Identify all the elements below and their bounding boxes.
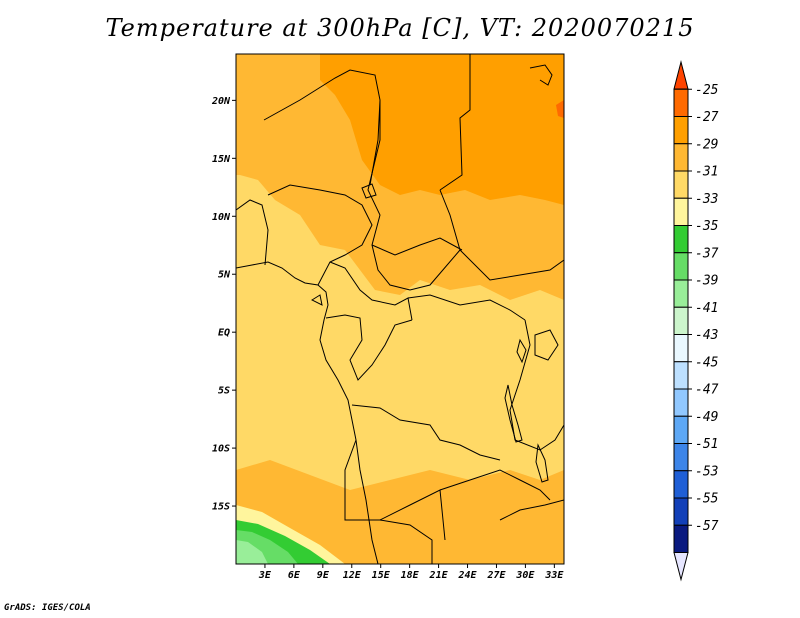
- grads-credit: GrADS: IGES/COLA: [4, 603, 91, 613]
- colorbar-swatch: [673, 143, 689, 172]
- colorbar-label: -49: [695, 410, 718, 425]
- colorbar-label: -35: [695, 219, 719, 234]
- x-tick-label: 33E: [544, 570, 564, 581]
- colorbar-swatch: [673, 252, 689, 281]
- y-tick-label: 5S: [218, 386, 230, 397]
- colorbar-swatch: [673, 334, 689, 363]
- field-band-31-south: [236, 460, 564, 564]
- x-tick-label: 15E: [372, 570, 391, 581]
- border-east-africa: [509, 319, 564, 451]
- border-niger-algeria: [263, 69, 381, 186]
- lake-victoria: [534, 329, 559, 361]
- border-car: [371, 237, 463, 256]
- lake-tanganyika: [504, 384, 523, 443]
- colorbar-label: -33: [695, 192, 718, 207]
- colorbar: -25 -27 -29 -31 -33 -35 -37 -39 -41 -43 -45 -47 -49 -…: [673, 60, 719, 582]
- x-tick-label: 18E: [401, 570, 420, 581]
- colorbar-swatch: [673, 361, 689, 390]
- colorbar-label: -31: [695, 165, 718, 180]
- colorbar-label: -57: [695, 519, 719, 534]
- border-west-sahel: [236, 199, 269, 266]
- field-band-31-west: [236, 54, 262, 95]
- y-tick-label: 15S: [212, 502, 230, 513]
- border-libya-egypt: [439, 54, 471, 191]
- colorbar-swatch: [673, 470, 689, 499]
- border-namibia-botswana: [379, 519, 433, 564]
- colorbar-top-triangle: [673, 60, 689, 90]
- x-tick-label: 6E: [288, 570, 301, 581]
- x-tick-label: 9E: [317, 570, 330, 581]
- border-chad: [367, 100, 461, 291]
- colorbar-swatch: [673, 225, 689, 254]
- border-nigeria: [267, 184, 373, 286]
- colorbar-label: -41: [695, 301, 718, 316]
- x-tick-label: 27E: [486, 570, 506, 581]
- map-frame: [235, 53, 565, 565]
- colorbar-label: -37: [695, 246, 719, 261]
- colorbar-label: -45: [695, 355, 719, 370]
- colorbar-bottom-triangle: [673, 552, 689, 582]
- border-mozambique: [499, 499, 564, 521]
- colorbar-label: -55: [695, 492, 719, 507]
- lake-volta: [310, 294, 323, 306]
- colorbar-label: -43: [695, 328, 718, 343]
- border-zambia: [439, 469, 551, 501]
- map-title: Temperature at 300hPa [C], VT: 202007021…: [105, 14, 695, 42]
- field-band-29-north: [320, 54, 564, 205]
- border-drc-north: [407, 294, 526, 321]
- colorbar-swatch: [673, 443, 689, 472]
- colorbar-swatch: [673, 497, 689, 526]
- border-drc-angola: [351, 404, 501, 461]
- x-axis: 3E 6E 9E 12E 15E 18E 21E 24E 27E 30E 33E: [258, 564, 564, 581]
- colorbar-swatch: [673, 88, 689, 117]
- colorbar-label: -39: [695, 274, 718, 289]
- colorbar-swatch: [673, 116, 689, 145]
- lake-chad: [361, 183, 377, 199]
- colorbar-swatch: [673, 524, 689, 553]
- colorbar-swatch: [673, 279, 689, 308]
- border-gabon-congo: [325, 314, 413, 381]
- colorbar-label: -25: [695, 83, 719, 98]
- colorbar-label: -47: [695, 383, 719, 398]
- colorbar-label: -27: [695, 110, 719, 125]
- coastline-west: [236, 261, 379, 564]
- colorbar-label: -51: [695, 437, 718, 452]
- y-tick-label: 15N: [212, 154, 231, 165]
- colorbar-swatch: [673, 415, 689, 444]
- lake-albert: [516, 338, 527, 364]
- lake-malawi: [535, 443, 549, 483]
- x-tick-label: 24E: [457, 570, 477, 581]
- colorbar-swatch: [673, 306, 689, 335]
- colorbar-label: -53: [695, 464, 718, 479]
- y-tick-label: EQ: [218, 328, 230, 339]
- y-tick-label: 5N: [218, 270, 231, 281]
- temperature-field: [236, 54, 564, 564]
- field-band-27-patch: [556, 100, 564, 118]
- y-tick-label: 10S: [212, 444, 230, 455]
- colorbar-swatch: [673, 197, 689, 226]
- y-tick-label: 20N: [211, 96, 231, 107]
- colorbar-swatch: [673, 388, 689, 417]
- x-tick-label: 21E: [429, 570, 449, 581]
- field-band-41-southwest: [236, 540, 268, 564]
- border-sudan: [439, 189, 564, 281]
- y-tick-label: 10N: [212, 212, 231, 223]
- x-tick-label: 12E: [343, 570, 362, 581]
- y-axis: 20N 15N 10N 5N EQ 5S 10S 15S: [211, 96, 236, 513]
- colorbar-label: -29: [695, 137, 718, 152]
- x-tick-label: 30E: [515, 570, 535, 581]
- colorbar-swatch: [673, 170, 689, 199]
- country-borders: [236, 54, 564, 564]
- mediterranean-coast: [529, 64, 553, 86]
- x-tick-label: 3E: [258, 570, 272, 581]
